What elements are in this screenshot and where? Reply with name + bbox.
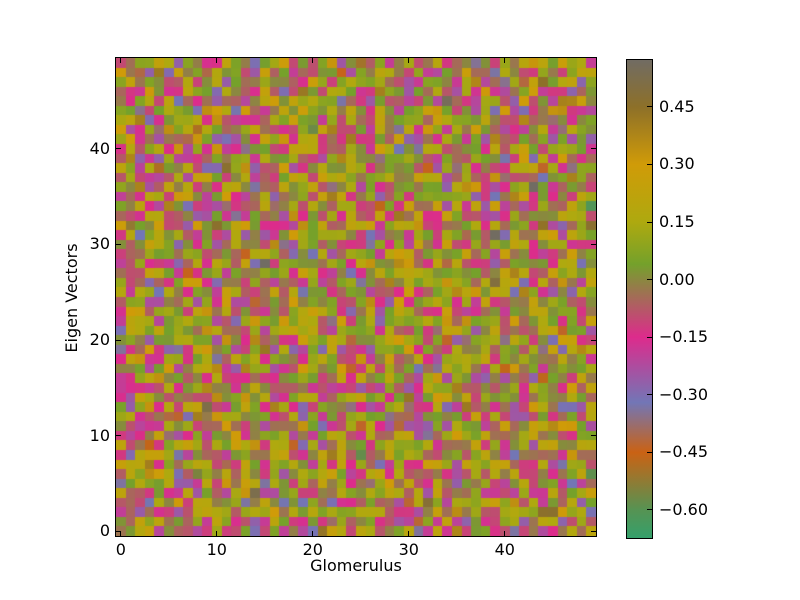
- colorbar-tick-label: −0.15: [659, 327, 709, 347]
- colorbar-tick-label: −0.60: [659, 499, 709, 519]
- colorbar-tick-mark: [647, 336, 652, 338]
- colorbar-tick-label: −0.30: [659, 384, 709, 404]
- colorbar-tick-mark: [647, 163, 652, 165]
- x-tick-mark: [408, 58, 410, 63]
- x-tick-mark: [216, 531, 218, 536]
- y-tick-mark: [591, 148, 596, 150]
- y-tick-label: 30: [89, 234, 110, 254]
- x-tick-label: 30: [398, 540, 419, 559]
- colorbar-tick-mark: [647, 221, 652, 223]
- x-tick-mark: [408, 531, 410, 536]
- colorbar-tick-label: 0.45: [659, 96, 695, 116]
- y-tick-mark: [591, 530, 596, 532]
- colorbar: [626, 59, 653, 539]
- x-tick-mark: [216, 58, 218, 63]
- y-axis-label: Eigen Vectors: [62, 243, 81, 353]
- x-tick-label: 40: [494, 540, 515, 559]
- heatmap-canvas: [116, 58, 596, 536]
- colorbar-tick-mark: [647, 509, 652, 511]
- y-tick-mark: [591, 243, 596, 245]
- x-tick-mark: [504, 531, 506, 536]
- y-tick-mark: [591, 435, 596, 437]
- y-tick-mark: [116, 435, 121, 437]
- x-tick-label: 20: [302, 540, 323, 559]
- x-tick-mark: [312, 58, 314, 63]
- plot-area: [115, 57, 597, 537]
- colorbar-tick-label: 0.00: [659, 269, 695, 289]
- colorbar-tick-mark: [647, 106, 652, 108]
- colorbar-tick-label: 0.30: [659, 154, 695, 174]
- x-tick-label: 10: [206, 540, 227, 559]
- colorbar-tick-mark: [647, 279, 652, 281]
- y-tick-label: 0: [99, 521, 110, 541]
- y-tick-label: 20: [89, 330, 110, 350]
- y-tick-mark: [116, 339, 121, 341]
- colorbar-tick-mark: [647, 394, 652, 396]
- y-tick-mark: [591, 339, 596, 341]
- y-tick-mark: [116, 530, 121, 532]
- x-tick-mark: [120, 58, 122, 63]
- colorbar-tick-label: −0.45: [659, 442, 709, 462]
- x-tick-mark: [312, 531, 314, 536]
- y-tick-mark: [116, 148, 121, 150]
- colorbar-tick-mark: [647, 451, 652, 453]
- x-tick-mark: [504, 58, 506, 63]
- x-tick-mark: [120, 531, 122, 536]
- x-axis-label: Glomerulus: [310, 556, 402, 575]
- y-tick-label: 40: [89, 138, 110, 158]
- x-tick-label: 0: [115, 540, 126, 559]
- colorbar-tick-label: 0.15: [659, 212, 695, 232]
- y-tick-mark: [116, 243, 121, 245]
- y-tick-label: 10: [89, 425, 110, 445]
